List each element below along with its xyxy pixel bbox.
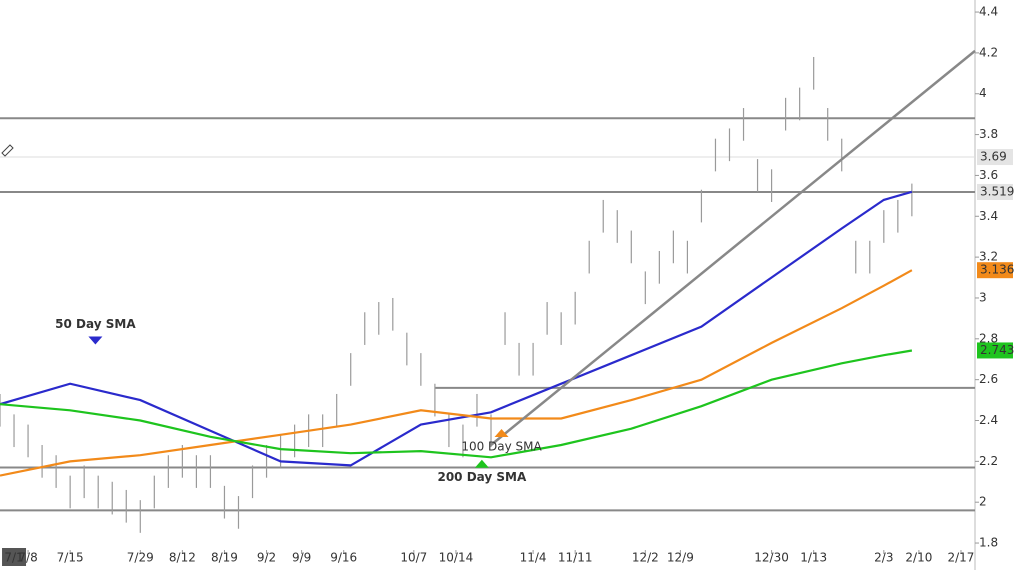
price-tag — [977, 342, 1013, 359]
price-tag-label: 2.743 — [980, 343, 1014, 357]
x-tick-label: 11/4 — [520, 551, 547, 565]
x-tick-label: 11/11 — [558, 551, 593, 565]
y-tick-label: 2 — [979, 495, 987, 509]
x-tick-label: 1/13 — [800, 551, 827, 565]
x-tick-label: 12/30 — [754, 551, 789, 565]
y-tick-label: 2.2 — [979, 454, 998, 468]
x-tick-label: 8/12 — [169, 551, 196, 565]
annotation-arrow — [474, 459, 489, 468]
x-tick-label: 10/7 — [400, 551, 427, 565]
x-tick-highlight — [2, 548, 27, 566]
x-tick-label: 7/15 — [57, 551, 84, 565]
price-tag-label: 3.136 — [980, 263, 1014, 277]
sma-line — [0, 190, 913, 467]
x-tick-label: 2/17 — [947, 551, 974, 565]
sma-line — [0, 269, 913, 477]
x-tick-label: 7/29 — [127, 551, 154, 565]
annotation: 50 Day SMA — [55, 317, 136, 331]
annotation-arrow — [494, 429, 509, 438]
annotation: 100 Day SMA — [461, 440, 542, 454]
trendline — [490, 49, 976, 446]
x-tick-label: 10/14 — [439, 551, 474, 565]
y-tick-label: 4.4 — [979, 5, 998, 19]
y-tick-label: 4.2 — [979, 45, 998, 59]
x-tick-label: 12/9 — [667, 551, 694, 565]
y-tick-label: 1.8 — [979, 536, 998, 550]
price-tag — [977, 262, 1013, 279]
sma-line — [0, 349, 913, 459]
y-tick-label: 3 — [979, 290, 987, 304]
x-tick-label: 2/3 — [874, 551, 893, 565]
x-tick-label: 8/19 — [211, 551, 238, 565]
y-tick-label: 2.4 — [979, 413, 998, 427]
pencil-icon[interactable] — [1, 144, 14, 157]
y-tick-label: 3.6 — [979, 168, 998, 182]
price-tag-label: 3.69 — [980, 150, 1007, 164]
y-tick-label: 3.8 — [979, 127, 998, 141]
annotation-arrow — [88, 336, 103, 345]
y-tick-label: 3.2 — [979, 250, 998, 264]
annotation: 200 Day SMA — [437, 470, 527, 484]
price-tag — [977, 149, 1013, 166]
x-tick-label: 9/2 — [257, 551, 276, 565]
x-tick-label: 7/8 — [18, 551, 37, 565]
x-tick-label: 9/16 — [330, 551, 357, 565]
x-tick-label: 7/1 — [4, 551, 23, 565]
price-tag — [977, 183, 1013, 200]
x-tick-label: 2/10 — [905, 551, 932, 565]
y-tick-label: 2.6 — [979, 372, 998, 386]
y-tick-label: 3.4 — [979, 209, 998, 223]
y-tick-label: 4 — [979, 86, 987, 100]
price-tag-label: 3.519 — [980, 184, 1014, 198]
x-tick-label: 12/2 — [632, 551, 659, 565]
y-tick-label: 2.8 — [979, 331, 998, 345]
x-tick-label: 9/9 — [292, 551, 311, 565]
